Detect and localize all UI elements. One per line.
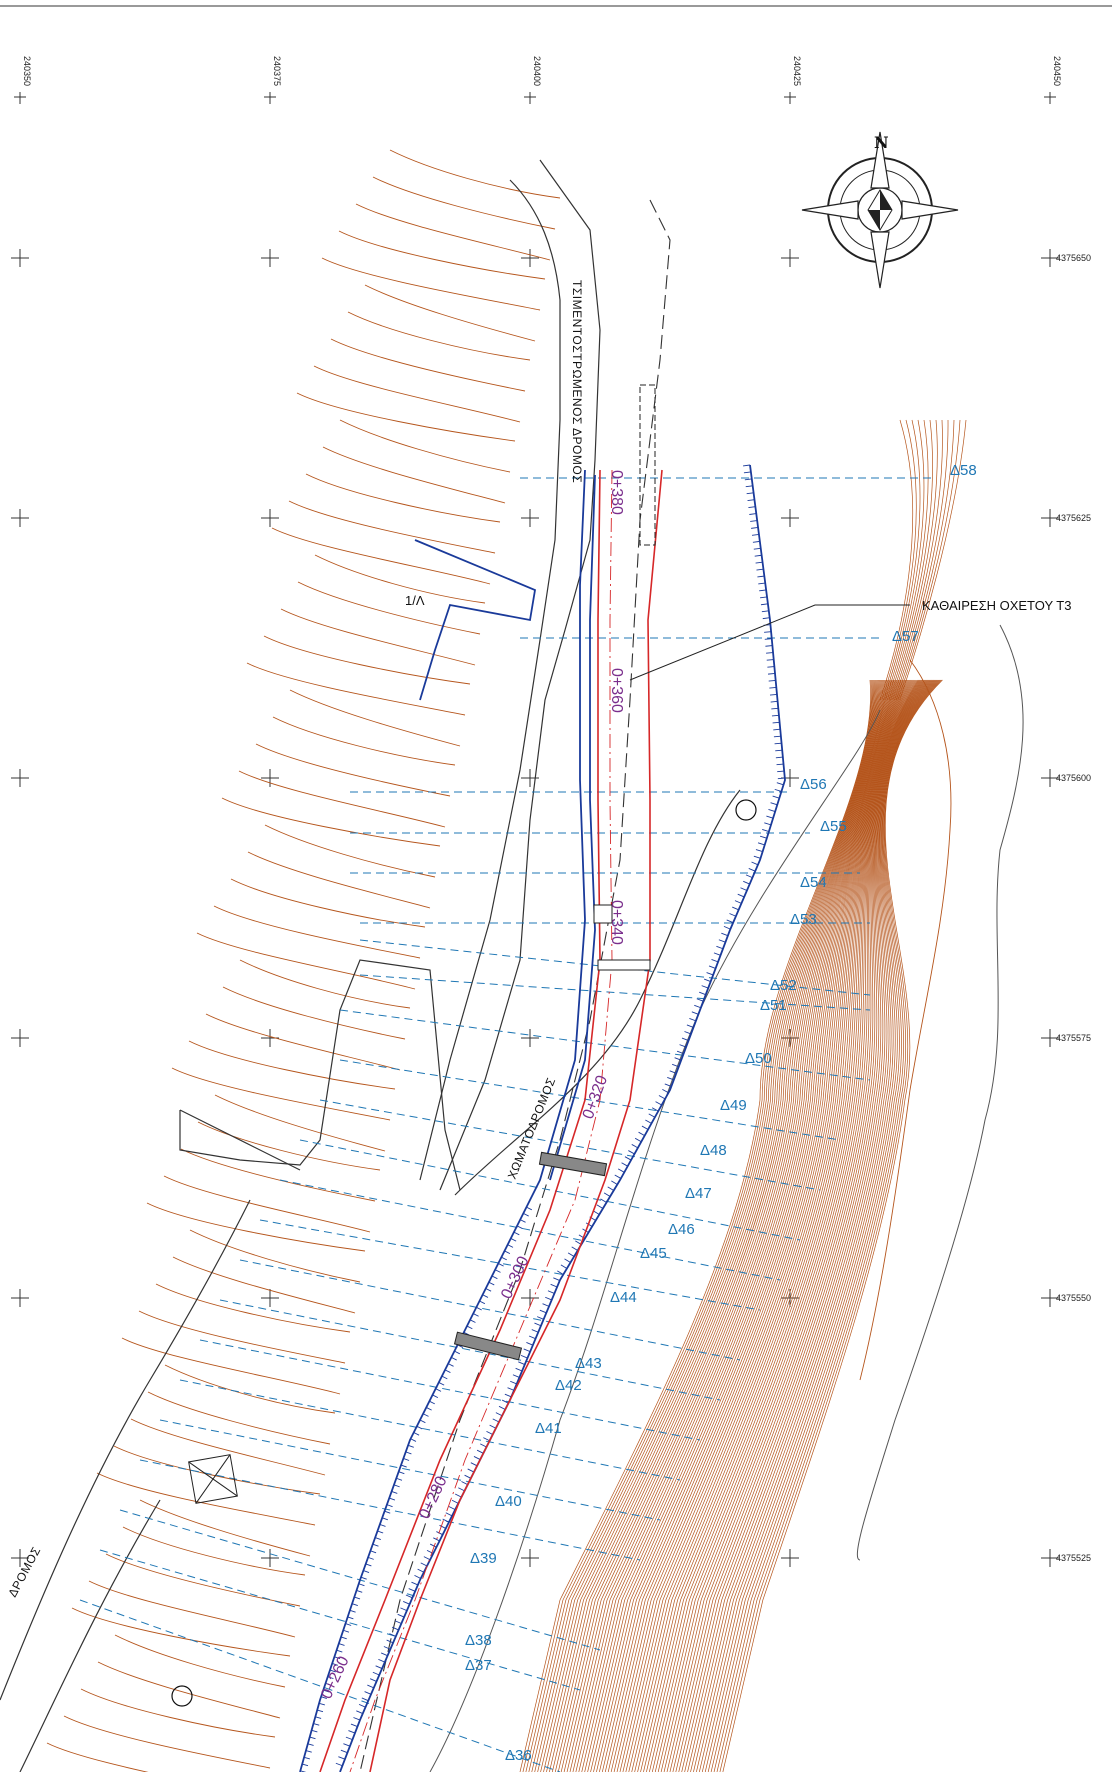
cross-section-line bbox=[199, 1339, 701, 1441]
cross-section-line bbox=[139, 1459, 641, 1561]
northing-label: 4375525 bbox=[1056, 1553, 1091, 1563]
cross-section-label: Δ45 bbox=[640, 1245, 667, 1262]
cross-section-label: Δ56 bbox=[800, 776, 827, 793]
culvert-3 bbox=[597, 959, 651, 971]
cross-section-line bbox=[179, 1379, 681, 1481]
cross-section-label: Δ53 bbox=[790, 911, 817, 928]
cross-section-label: Δ49 bbox=[720, 1097, 747, 1114]
cross-section-label: Δ43 bbox=[575, 1355, 602, 1372]
culvert-5 bbox=[639, 384, 656, 546]
cross-section-line bbox=[359, 939, 871, 996]
left-road-label: ΔΡΟΜΟΣ bbox=[5, 1544, 43, 1599]
cross-section-label: Δ41 bbox=[535, 1420, 562, 1437]
terrain-boundary-outer bbox=[856, 624, 1024, 1561]
easting-label: 240375 bbox=[272, 56, 282, 86]
tree-symbol bbox=[171, 799, 757, 1707]
chainage-label: 0+280 bbox=[416, 1474, 450, 1522]
cross-section-line bbox=[359, 974, 871, 1011]
cross-section-label: Δ38 bbox=[465, 1632, 492, 1649]
cross-section-label: Δ42 bbox=[555, 1377, 582, 1394]
chainage-label: 0+300 bbox=[498, 1254, 532, 1302]
culvert-1 bbox=[538, 1151, 608, 1177]
chainage-label: 0+380 bbox=[608, 470, 625, 515]
northing-label: 4375625 bbox=[1056, 513, 1091, 523]
cross-section-label: Δ50 bbox=[745, 1050, 772, 1067]
cross-section-line bbox=[79, 1599, 561, 1772]
cross-section-label: Δ54 bbox=[800, 874, 827, 891]
cross-section-label: Δ46 bbox=[668, 1221, 695, 1238]
slope-label: 1/Λ bbox=[405, 593, 425, 608]
cross-section-label: Δ57 bbox=[892, 628, 919, 645]
cross-section-label: Δ51 bbox=[760, 997, 787, 1014]
old-road-dashed bbox=[359, 199, 671, 1772]
design-edges bbox=[299, 464, 786, 1772]
cross-section-line bbox=[259, 1219, 761, 1311]
cross-section-label: Δ58 bbox=[950, 462, 977, 479]
road-alignment bbox=[319, 469, 663, 1772]
cross-section-label: Δ47 bbox=[685, 1185, 712, 1202]
culvert-4 bbox=[593, 904, 613, 924]
northing-label: 4375575 bbox=[1056, 1033, 1091, 1043]
cross-section-label: Δ48 bbox=[700, 1142, 727, 1159]
cross-section-label: Δ55 bbox=[820, 818, 847, 835]
northing-label: 4375600 bbox=[1056, 773, 1091, 783]
cross-section-label: Δ44 bbox=[610, 1289, 637, 1306]
demolition-label: ΚΑΘΑΙΡΕΣΗ ΟΧΕΤΟΥ Τ3 bbox=[922, 598, 1071, 613]
cross-section-label: Δ40 bbox=[495, 1493, 522, 1510]
cross-section-line bbox=[99, 1549, 581, 1691]
cross-section-label: Δ39 bbox=[470, 1550, 497, 1567]
easting-label: 240450 bbox=[1052, 56, 1062, 86]
northing-label: 4375650 bbox=[1056, 253, 1091, 263]
cross-section-label: Δ36 bbox=[505, 1747, 532, 1764]
chainage-label: 0+360 bbox=[608, 668, 625, 713]
slope-hatching bbox=[300, 464, 785, 1772]
road-network bbox=[0, 159, 741, 1772]
cross-section-line bbox=[339, 1059, 841, 1141]
cross-section-label: Δ52 bbox=[770, 977, 797, 994]
cross-section-line bbox=[339, 1009, 871, 1081]
cross-section-line bbox=[279, 1179, 781, 1281]
north-arrow-compass: N bbox=[801, 131, 959, 289]
terrain-boundary-right bbox=[859, 659, 952, 1381]
terrain-boundary-inner bbox=[429, 709, 881, 1772]
road-centerline bbox=[349, 469, 613, 1772]
chainage-label: 0+340 bbox=[608, 900, 625, 945]
cross-section-line bbox=[219, 1299, 721, 1401]
easting-label: 240350 bbox=[22, 56, 32, 86]
cross-section-line bbox=[239, 1259, 741, 1361]
north-label: N bbox=[874, 133, 889, 152]
building-symbol bbox=[188, 1454, 238, 1504]
coordinate-grid: 240350 240375 240400 240425 240450 4375650 437… bbox=[11, 56, 1091, 1567]
slope-symbol bbox=[414, 539, 537, 701]
culvert-2 bbox=[453, 1331, 523, 1361]
cross-section-line bbox=[299, 1139, 801, 1241]
northing-label: 4375550 bbox=[1056, 1293, 1091, 1303]
easting-label: 240400 bbox=[532, 56, 542, 86]
demolition-leader bbox=[629, 604, 910, 681]
cement-road-label: ΤΣΙΜΕΝΤΟΣΤΡΩΜΕΝΟΣ ΔΡΟΜΟΣ bbox=[570, 280, 584, 483]
contour-lines bbox=[46, 149, 967, 1772]
cross-section-label: Δ37 bbox=[465, 1657, 492, 1674]
easting-label: 240425 bbox=[792, 56, 802, 86]
cross-section-line bbox=[159, 1419, 661, 1521]
